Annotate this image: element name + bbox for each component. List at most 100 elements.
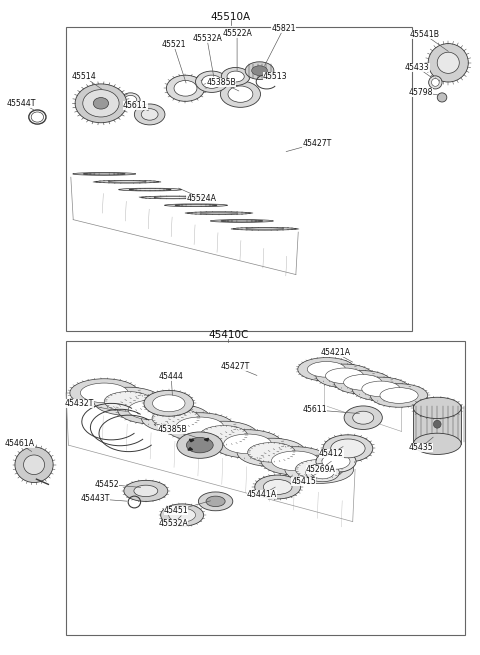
Ellipse shape <box>316 364 373 388</box>
Polygon shape <box>204 438 208 441</box>
Text: 45410C: 45410C <box>208 330 249 341</box>
Ellipse shape <box>245 62 274 79</box>
Ellipse shape <box>154 196 192 198</box>
Ellipse shape <box>221 220 263 222</box>
Text: 45461A: 45461A <box>5 440 35 448</box>
Ellipse shape <box>73 172 136 176</box>
Text: 45385B: 45385B <box>206 78 236 87</box>
Text: 45415: 45415 <box>291 477 316 485</box>
Ellipse shape <box>189 421 258 449</box>
Ellipse shape <box>206 496 225 506</box>
Polygon shape <box>190 439 194 441</box>
Ellipse shape <box>15 447 53 483</box>
Text: 45451: 45451 <box>164 506 188 515</box>
Ellipse shape <box>264 479 292 495</box>
Ellipse shape <box>195 71 228 92</box>
Ellipse shape <box>261 447 330 475</box>
Text: 45441A: 45441A <box>247 491 277 499</box>
Ellipse shape <box>227 71 244 82</box>
Ellipse shape <box>432 79 439 86</box>
Text: 45443T: 45443T <box>81 495 110 503</box>
Ellipse shape <box>166 413 234 441</box>
Ellipse shape <box>233 227 296 230</box>
Text: 45821: 45821 <box>271 24 296 33</box>
Ellipse shape <box>174 81 197 96</box>
Ellipse shape <box>118 396 186 424</box>
Ellipse shape <box>94 387 163 415</box>
Ellipse shape <box>322 454 350 469</box>
Ellipse shape <box>83 173 125 175</box>
Ellipse shape <box>255 475 300 499</box>
Ellipse shape <box>429 76 442 89</box>
Ellipse shape <box>413 398 461 419</box>
Ellipse shape <box>108 181 146 183</box>
Text: 45432T: 45432T <box>65 399 94 408</box>
Ellipse shape <box>153 395 185 412</box>
Text: 45269A: 45269A <box>306 465 336 474</box>
Text: 45385B: 45385B <box>158 425 188 434</box>
Text: 45412: 45412 <box>319 449 344 458</box>
Ellipse shape <box>80 383 128 403</box>
Ellipse shape <box>176 417 224 437</box>
Ellipse shape <box>198 492 233 511</box>
Ellipse shape <box>306 464 339 481</box>
Ellipse shape <box>210 219 274 222</box>
Ellipse shape <box>169 508 195 522</box>
Ellipse shape <box>246 228 284 230</box>
Ellipse shape <box>248 443 295 462</box>
Text: 45427T: 45427T <box>221 362 251 371</box>
Ellipse shape <box>371 384 428 407</box>
Ellipse shape <box>298 358 355 381</box>
Ellipse shape <box>252 66 267 75</box>
Ellipse shape <box>128 400 176 420</box>
Ellipse shape <box>311 466 334 479</box>
Ellipse shape <box>187 212 251 214</box>
Ellipse shape <box>167 75 204 102</box>
Text: 45524A: 45524A <box>186 194 216 202</box>
Ellipse shape <box>134 104 165 125</box>
Ellipse shape <box>352 377 409 401</box>
Ellipse shape <box>200 426 248 445</box>
Ellipse shape <box>285 455 354 483</box>
Ellipse shape <box>134 485 158 496</box>
Ellipse shape <box>316 451 356 472</box>
Ellipse shape <box>437 52 459 73</box>
Ellipse shape <box>295 460 343 479</box>
Ellipse shape <box>237 438 306 466</box>
Ellipse shape <box>161 504 204 526</box>
Ellipse shape <box>307 362 346 377</box>
Ellipse shape <box>124 96 137 105</box>
Ellipse shape <box>24 455 45 474</box>
Ellipse shape <box>141 109 158 120</box>
Text: 45421A: 45421A <box>321 348 351 358</box>
Ellipse shape <box>224 434 272 454</box>
Ellipse shape <box>334 371 391 394</box>
Polygon shape <box>413 405 461 444</box>
Text: 45435: 45435 <box>408 443 433 452</box>
Ellipse shape <box>96 180 159 183</box>
Text: 45514: 45514 <box>72 72 96 81</box>
Text: 45541B: 45541B <box>410 30 440 39</box>
Ellipse shape <box>75 84 127 122</box>
Ellipse shape <box>121 93 140 107</box>
Ellipse shape <box>220 81 261 107</box>
Ellipse shape <box>323 435 373 462</box>
Ellipse shape <box>362 381 400 397</box>
Ellipse shape <box>213 430 282 458</box>
Ellipse shape <box>325 368 364 384</box>
Ellipse shape <box>129 189 171 191</box>
Text: 45444: 45444 <box>159 372 183 381</box>
Text: 45532A: 45532A <box>159 519 189 528</box>
Ellipse shape <box>344 406 383 430</box>
Ellipse shape <box>331 439 365 458</box>
Text: 45544T: 45544T <box>7 99 36 108</box>
Ellipse shape <box>428 44 468 82</box>
Text: 45427T: 45427T <box>302 139 332 147</box>
Ellipse shape <box>104 392 152 411</box>
Text: 45611: 45611 <box>302 405 327 415</box>
Ellipse shape <box>83 90 119 117</box>
Ellipse shape <box>413 433 461 455</box>
Ellipse shape <box>165 204 228 207</box>
Ellipse shape <box>433 421 441 428</box>
Text: 45798: 45798 <box>409 88 433 97</box>
